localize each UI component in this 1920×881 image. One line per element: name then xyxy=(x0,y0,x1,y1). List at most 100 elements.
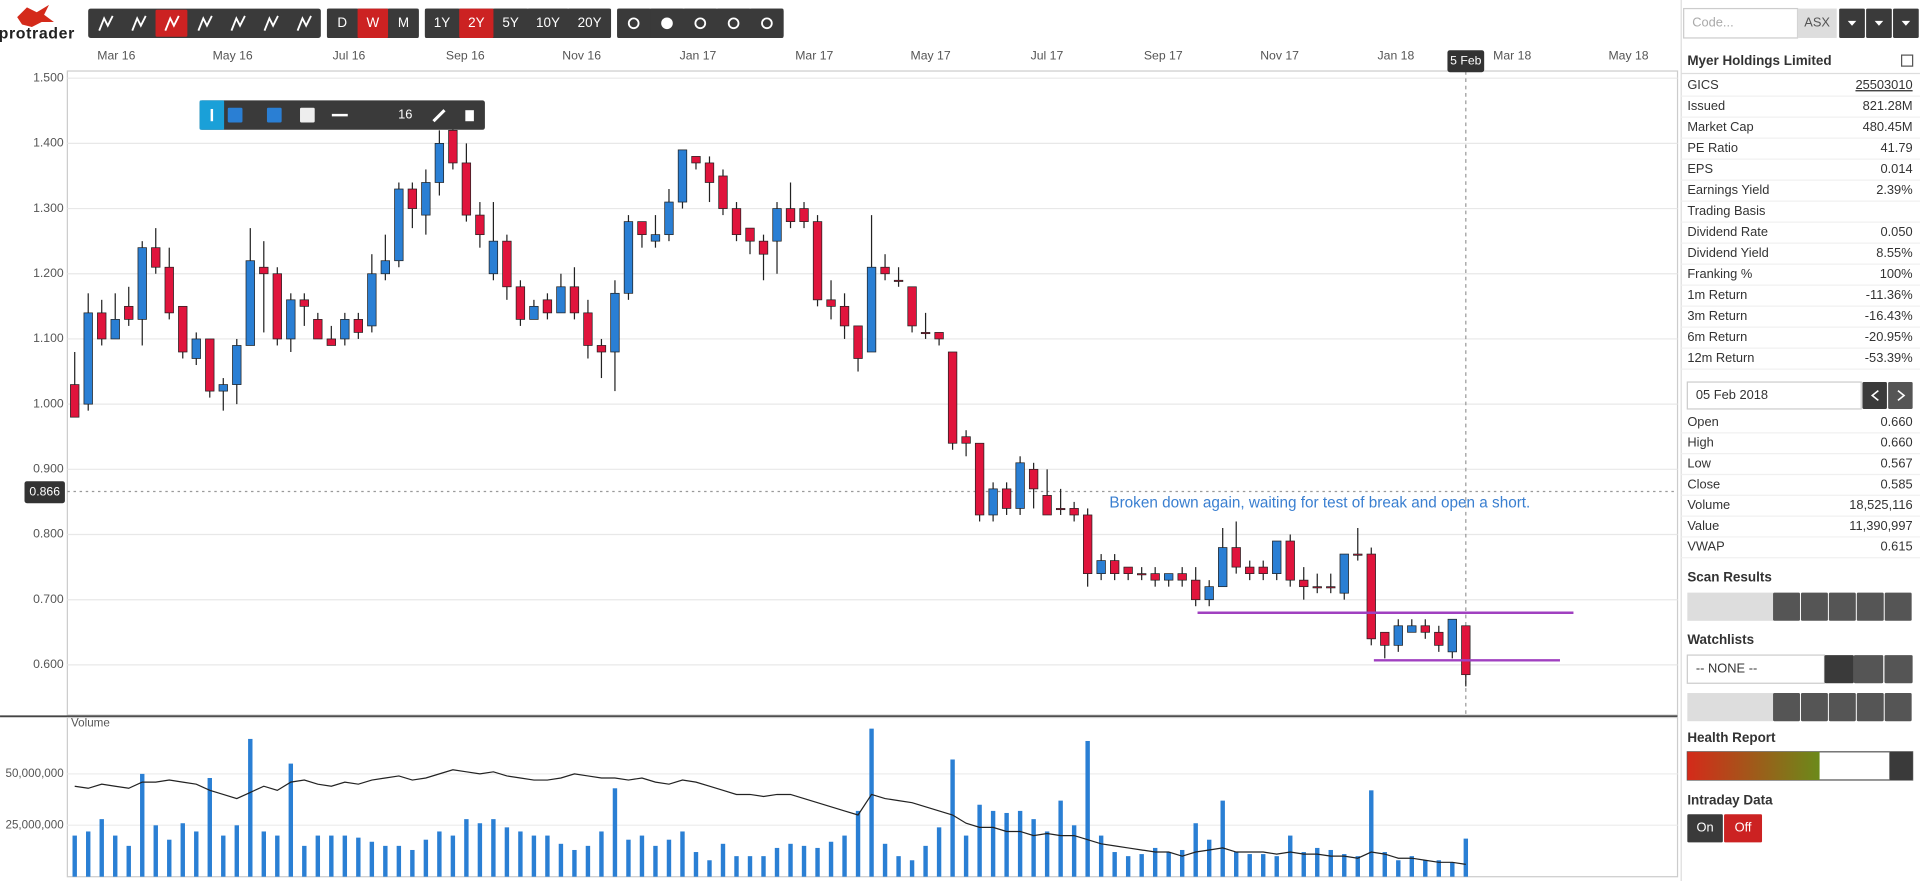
button[interactable] xyxy=(1856,693,1884,722)
candle-body xyxy=(812,221,823,301)
button[interactable] xyxy=(1687,814,1723,843)
code-input[interactable] xyxy=(1683,7,1799,39)
button[interactable] xyxy=(227,107,243,123)
button[interactable] xyxy=(300,107,315,123)
select-box[interactable] xyxy=(1687,693,1774,722)
button[interactable] xyxy=(155,9,188,37)
x-tick-label: Nov 16 xyxy=(562,49,601,63)
button[interactable] xyxy=(266,107,282,123)
volume-bar xyxy=(531,835,537,877)
volume-bar xyxy=(1382,852,1387,877)
candle-body xyxy=(1366,553,1376,640)
candle-body xyxy=(1069,508,1079,516)
candle-body xyxy=(1001,488,1012,509)
button[interactable] xyxy=(326,8,358,38)
x-tick-label: Nov 17 xyxy=(1260,49,1299,63)
candle-body xyxy=(1177,573,1187,581)
button[interactable] xyxy=(1884,693,1912,722)
button[interactable] xyxy=(287,9,320,37)
volume-bar xyxy=(1423,860,1428,877)
button-icon xyxy=(1901,20,1911,26)
tool-icon xyxy=(230,15,246,31)
button[interactable] xyxy=(1862,382,1887,409)
candle-body xyxy=(448,129,458,164)
button[interactable] xyxy=(459,8,494,38)
volume-bar xyxy=(1409,856,1414,877)
volume-bar xyxy=(1112,852,1117,877)
select-box[interactable] xyxy=(1687,592,1774,621)
button[interactable] xyxy=(388,8,419,38)
button[interactable] xyxy=(1828,592,1856,621)
field-value: 821.28M xyxy=(1863,98,1913,113)
candle-body xyxy=(1082,514,1093,574)
button[interactable] xyxy=(493,8,528,38)
button[interactable] xyxy=(1824,655,1854,684)
exchange-box xyxy=(1797,8,1837,38)
button[interactable] xyxy=(254,9,287,37)
button[interactable] xyxy=(1828,693,1856,722)
button[interactable] xyxy=(1856,592,1884,621)
y-tick-label: 1.200 xyxy=(33,266,64,280)
watchlist-select[interactable] xyxy=(1686,654,1826,684)
popout-icon[interactable] xyxy=(1900,54,1914,67)
candle-body xyxy=(785,208,796,222)
volume-bar xyxy=(1369,790,1374,877)
button[interactable] xyxy=(424,8,460,38)
tool-icon xyxy=(164,15,180,31)
field-label: Franking % xyxy=(1687,266,1752,281)
date-input[interactable] xyxy=(1686,381,1862,410)
field-label: Earnings Yield xyxy=(1687,182,1769,197)
x-tick-label: Jan 18 xyxy=(1378,49,1415,63)
candle-body xyxy=(1150,573,1160,581)
button[interactable] xyxy=(89,9,122,37)
button[interactable] xyxy=(122,9,155,37)
candle-body xyxy=(596,345,607,353)
section-title: Scan Results xyxy=(1687,570,1772,585)
section-title: Watchlists xyxy=(1687,632,1754,647)
button[interactable] xyxy=(221,9,254,37)
volume-bar xyxy=(990,810,996,877)
volume-bar xyxy=(302,845,307,877)
quote-label: Close xyxy=(1687,476,1720,491)
tool-icon xyxy=(661,17,673,30)
volume-bar xyxy=(383,845,388,877)
volume-bar xyxy=(275,835,280,877)
button[interactable] xyxy=(1724,814,1763,843)
volume-bar xyxy=(1139,854,1144,877)
button[interactable] xyxy=(1800,592,1828,621)
candle-body xyxy=(772,208,782,242)
button[interactable] xyxy=(750,8,784,38)
volume-bar xyxy=(410,849,415,877)
button[interactable] xyxy=(188,9,221,37)
button[interactable] xyxy=(1888,382,1913,409)
volume-bar xyxy=(977,804,982,877)
button[interactable] xyxy=(1773,592,1800,621)
volume-bar xyxy=(909,860,915,877)
button[interactable] xyxy=(717,8,751,38)
section-title: Health Report xyxy=(1687,730,1776,745)
candle-body xyxy=(218,384,228,392)
button[interactable] xyxy=(1889,751,1913,780)
button[interactable] xyxy=(1773,693,1800,722)
candle-body xyxy=(110,319,120,340)
button[interactable] xyxy=(527,8,569,38)
y-tick-label: 0.600 xyxy=(33,657,64,671)
button[interactable] xyxy=(1853,655,1884,684)
button[interactable] xyxy=(568,8,612,38)
volume-bar xyxy=(1288,835,1293,877)
field-value: -11.36% xyxy=(1866,287,1913,302)
button[interactable] xyxy=(1884,655,1913,684)
candle-body xyxy=(515,286,526,320)
button[interactable] xyxy=(1800,693,1828,722)
volume-bar xyxy=(153,825,158,877)
button[interactable] xyxy=(357,8,389,38)
candle-body xyxy=(1218,547,1228,588)
volume-bar xyxy=(464,819,469,877)
range-button-label: 10Y xyxy=(536,15,560,30)
field-label: PE Ratio xyxy=(1687,140,1738,155)
candle-body xyxy=(1015,462,1025,509)
button[interactable] xyxy=(683,8,717,38)
button[interactable] xyxy=(1884,592,1912,621)
candle-body xyxy=(934,332,944,340)
button[interactable] xyxy=(617,8,651,38)
